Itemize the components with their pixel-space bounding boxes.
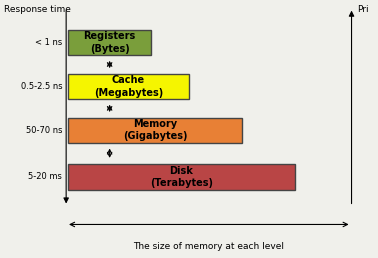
Text: Cache
(Megabytes): Cache (Megabytes) bbox=[94, 75, 163, 98]
Text: 5-20 ms: 5-20 ms bbox=[28, 172, 62, 181]
Text: Disk
(Terabytes): Disk (Terabytes) bbox=[150, 166, 213, 188]
FancyBboxPatch shape bbox=[68, 74, 189, 99]
FancyBboxPatch shape bbox=[68, 118, 242, 142]
Text: Response time: Response time bbox=[4, 5, 71, 14]
Text: Pri: Pri bbox=[357, 5, 369, 14]
Text: 0.5-2.5 ns: 0.5-2.5 ns bbox=[21, 82, 62, 91]
Text: Memory
(Gigabytes): Memory (Gigabytes) bbox=[123, 119, 187, 141]
FancyBboxPatch shape bbox=[68, 164, 295, 190]
FancyBboxPatch shape bbox=[68, 30, 151, 55]
Text: Registers
(Bytes): Registers (Bytes) bbox=[84, 31, 136, 54]
Text: < 1 ns: < 1 ns bbox=[35, 38, 62, 47]
Text: 50-70 ns: 50-70 ns bbox=[26, 126, 62, 135]
Text: The size of memory at each level: The size of memory at each level bbox=[133, 242, 284, 251]
